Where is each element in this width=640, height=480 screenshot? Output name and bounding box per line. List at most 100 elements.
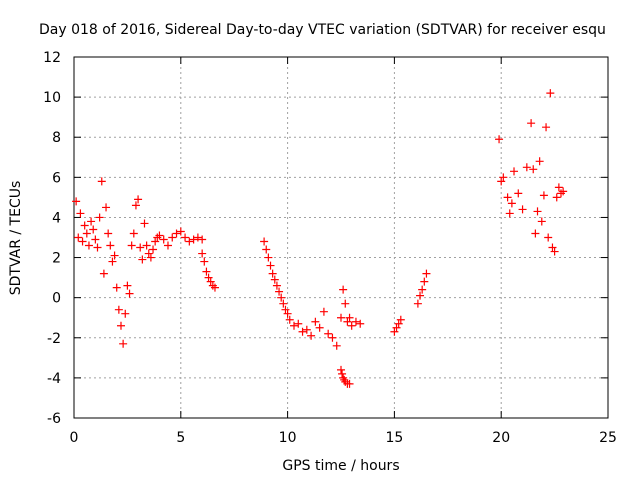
data-point bbox=[134, 195, 143, 204]
y-tick-label: -6 bbox=[47, 411, 61, 427]
data-point bbox=[163, 241, 172, 250]
data-point bbox=[497, 177, 506, 186]
data-point bbox=[356, 319, 365, 328]
data-point bbox=[131, 201, 140, 210]
data-point bbox=[345, 313, 354, 322]
data-point bbox=[416, 291, 425, 300]
data-point bbox=[80, 221, 89, 230]
data-point bbox=[262, 245, 271, 254]
y-tick-label: 6 bbox=[52, 170, 61, 186]
grid bbox=[74, 57, 608, 418]
data-point bbox=[294, 319, 303, 328]
data-point bbox=[155, 231, 164, 240]
x-tick-label: 20 bbox=[492, 430, 510, 446]
data-point bbox=[99, 269, 108, 278]
data-point bbox=[499, 173, 508, 182]
data-point bbox=[542, 123, 551, 132]
data-point bbox=[78, 237, 87, 246]
data-point bbox=[285, 315, 294, 324]
x-tick-label: 5 bbox=[176, 430, 185, 446]
x-axis-label: GPS time / hours bbox=[282, 458, 399, 474]
data-point bbox=[275, 287, 284, 296]
data-point bbox=[72, 197, 81, 206]
data-point bbox=[114, 305, 123, 314]
data-point bbox=[102, 203, 111, 212]
data-point bbox=[307, 331, 316, 340]
data-point bbox=[89, 225, 98, 234]
data-point bbox=[537, 217, 546, 226]
data-point bbox=[172, 229, 181, 238]
plot-frame bbox=[73, 56, 609, 419]
data-point bbox=[527, 119, 536, 128]
y-tick-label: 8 bbox=[52, 130, 61, 146]
data-point bbox=[279, 299, 288, 308]
x-tick-label: 25 bbox=[599, 430, 617, 446]
series-segment-5 bbox=[390, 315, 405, 336]
data-point bbox=[110, 251, 119, 260]
y-tick-label: 10 bbox=[43, 90, 61, 106]
x-tick-label: 0 bbox=[70, 430, 79, 446]
data-point bbox=[510, 167, 519, 176]
data-point bbox=[200, 257, 209, 266]
data-point bbox=[548, 243, 557, 252]
data-point bbox=[95, 213, 104, 222]
data-point bbox=[420, 277, 429, 286]
data-point bbox=[550, 247, 559, 256]
data-point bbox=[345, 379, 354, 388]
data-point bbox=[390, 327, 399, 336]
data-point bbox=[533, 207, 542, 216]
data-point bbox=[422, 269, 431, 278]
chart-title: Day 018 of 2016, Sidereal Day-to-day VTE… bbox=[39, 22, 606, 38]
data-point bbox=[268, 269, 277, 278]
data-point bbox=[136, 243, 145, 252]
data-point bbox=[104, 229, 113, 238]
series-segment-7 bbox=[495, 89, 559, 256]
data-point bbox=[347, 321, 356, 330]
data-point bbox=[277, 293, 286, 302]
data-point bbox=[87, 217, 96, 226]
data-point bbox=[546, 89, 555, 98]
data-point bbox=[121, 309, 130, 318]
y-axis-label: SDTVAR / TECUs bbox=[8, 181, 24, 296]
data-point bbox=[210, 283, 219, 292]
data-point bbox=[531, 229, 540, 238]
data-point bbox=[204, 273, 213, 282]
data-point bbox=[337, 313, 345, 322]
data-point bbox=[181, 233, 190, 242]
x-tick-label: 15 bbox=[385, 430, 403, 446]
data-point bbox=[108, 257, 117, 266]
data-point bbox=[140, 219, 149, 228]
data-point bbox=[97, 177, 106, 186]
data-point bbox=[319, 307, 328, 316]
y-tick-label: 12 bbox=[43, 50, 61, 66]
data-point bbox=[281, 305, 290, 314]
data-point bbox=[514, 189, 523, 198]
data-point bbox=[129, 229, 138, 238]
y-tick-label: -4 bbox=[47, 371, 61, 387]
data-point bbox=[324, 329, 333, 338]
data-point bbox=[270, 275, 279, 284]
data-point bbox=[82, 229, 91, 238]
data-point bbox=[302, 325, 311, 334]
data-point bbox=[522, 163, 531, 172]
data-point bbox=[529, 165, 538, 174]
data-point bbox=[127, 241, 136, 250]
data-point bbox=[413, 299, 422, 308]
series-segment-2 bbox=[198, 249, 219, 292]
data-point bbox=[328, 333, 337, 342]
data-point bbox=[518, 205, 527, 214]
data-point bbox=[337, 365, 345, 374]
y-tick-label: 0 bbox=[52, 291, 61, 307]
data-point bbox=[185, 237, 194, 246]
data-point bbox=[338, 369, 347, 378]
data-point bbox=[144, 249, 153, 258]
data-point bbox=[341, 299, 350, 308]
data-point bbox=[418, 285, 427, 294]
data-point bbox=[535, 157, 544, 166]
data-point bbox=[112, 283, 121, 292]
data-point bbox=[505, 209, 514, 218]
data-point bbox=[93, 243, 102, 252]
y-tick-label: -2 bbox=[47, 331, 61, 347]
data-point bbox=[351, 317, 360, 326]
